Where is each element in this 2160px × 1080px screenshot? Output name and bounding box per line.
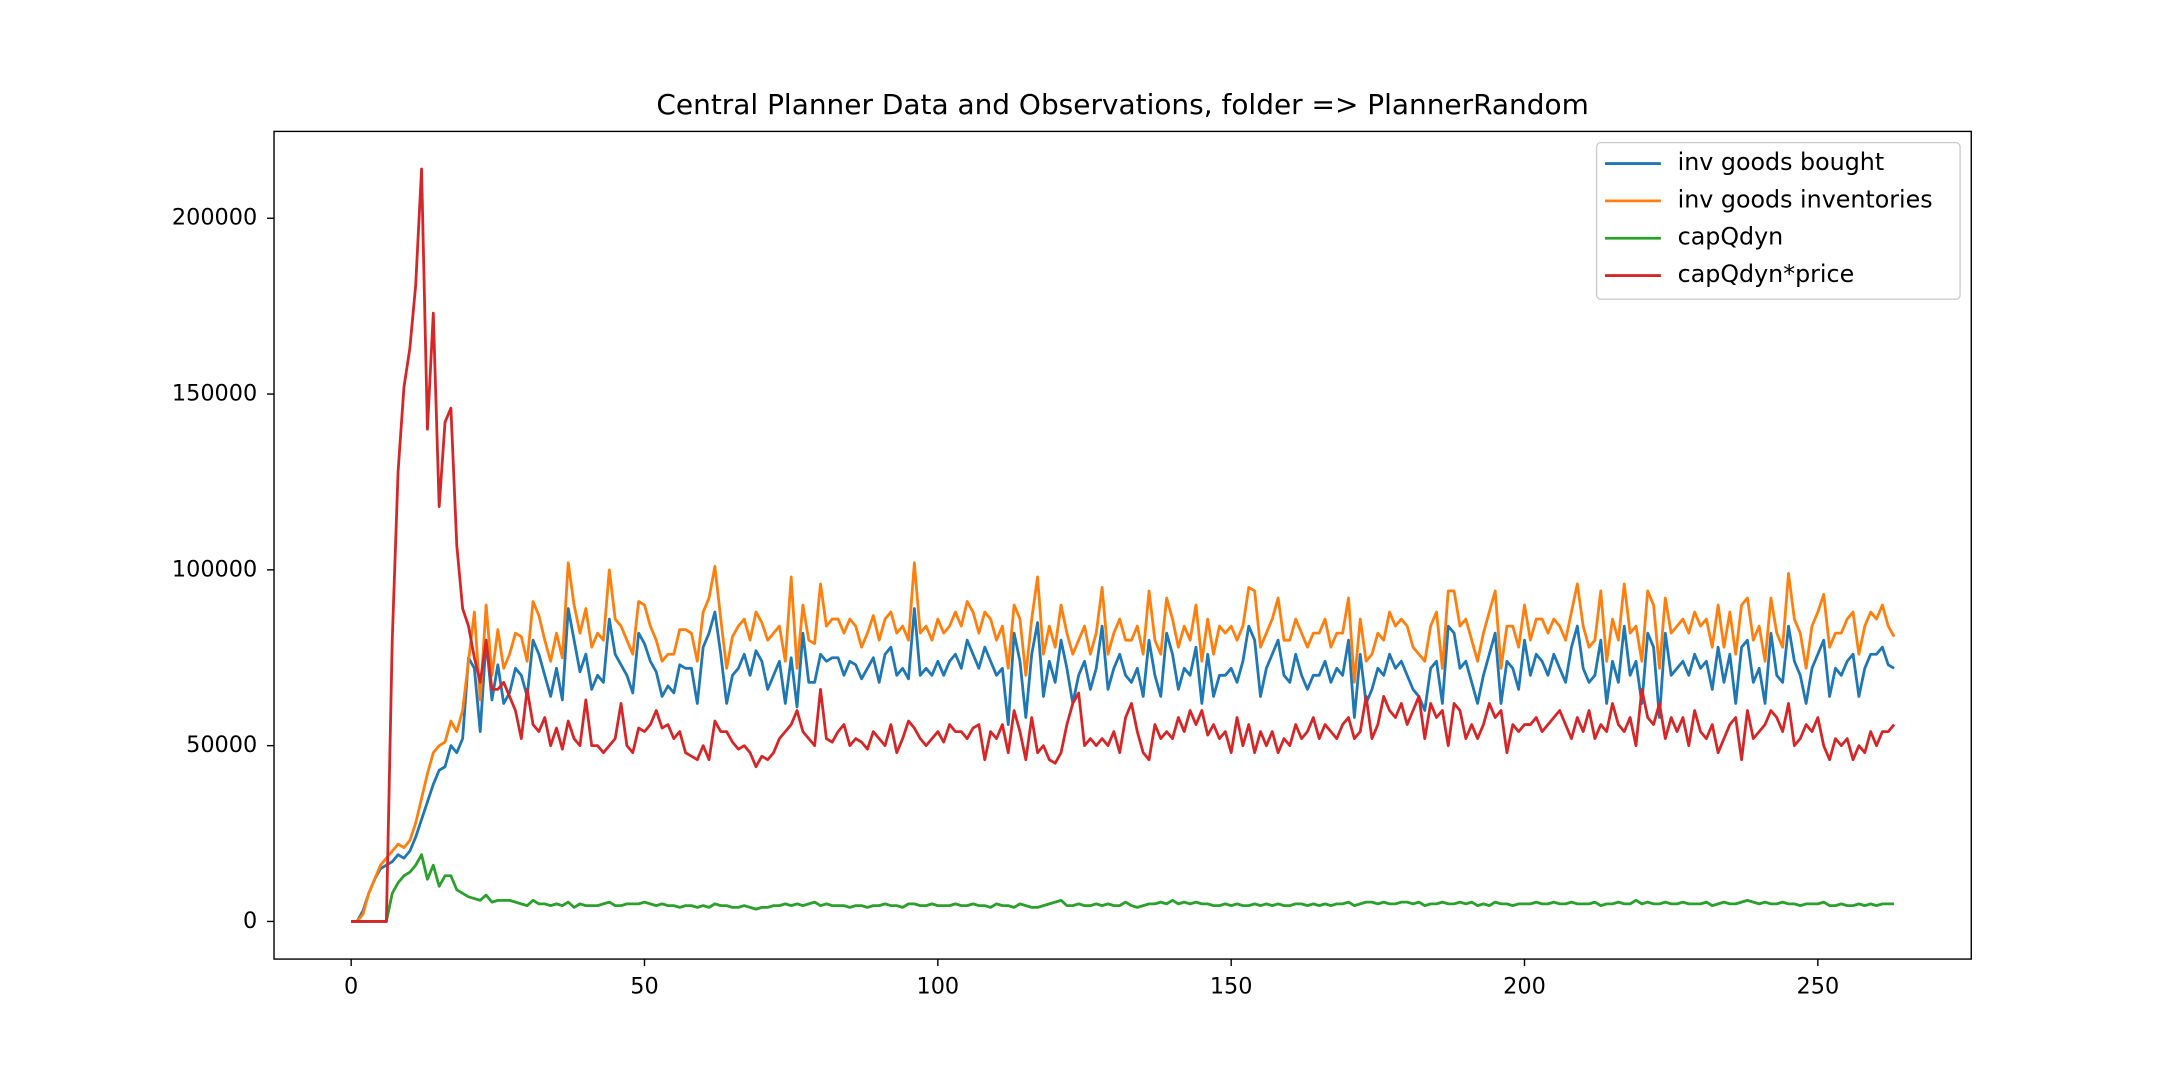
y-tick-label: 100000 (172, 556, 257, 582)
chart-title: Central Planner Data and Observations, f… (656, 88, 1588, 121)
x-tick-label: 150 (1210, 974, 1253, 1000)
legend-label: inv goods bought (1678, 148, 1885, 176)
x-tick-label: 0 (344, 974, 358, 1000)
series-line (351, 561, 1896, 923)
x-tick-label: 250 (1797, 974, 1840, 1000)
x-tick-label: 200 (1503, 974, 1546, 1000)
legend-label: capQdyn (1678, 223, 1784, 251)
series-line (351, 607, 1895, 923)
y-tick-label: 0 (243, 908, 257, 934)
y-tick-label: 150000 (172, 381, 257, 407)
axes-frame (273, 130, 1972, 960)
series-line (351, 853, 1895, 923)
x-tick-label: 50 (630, 974, 658, 1000)
series-line (351, 167, 1896, 923)
legend-box (1595, 141, 1961, 300)
legend-label: inv goods inventories (1678, 185, 1933, 213)
legend-label: capQdyn*price (1678, 260, 1855, 288)
y-tick-label: 50000 (186, 732, 257, 758)
x-tick-label: 100 (916, 974, 959, 1000)
y-tick-label: 200000 (172, 205, 257, 231)
